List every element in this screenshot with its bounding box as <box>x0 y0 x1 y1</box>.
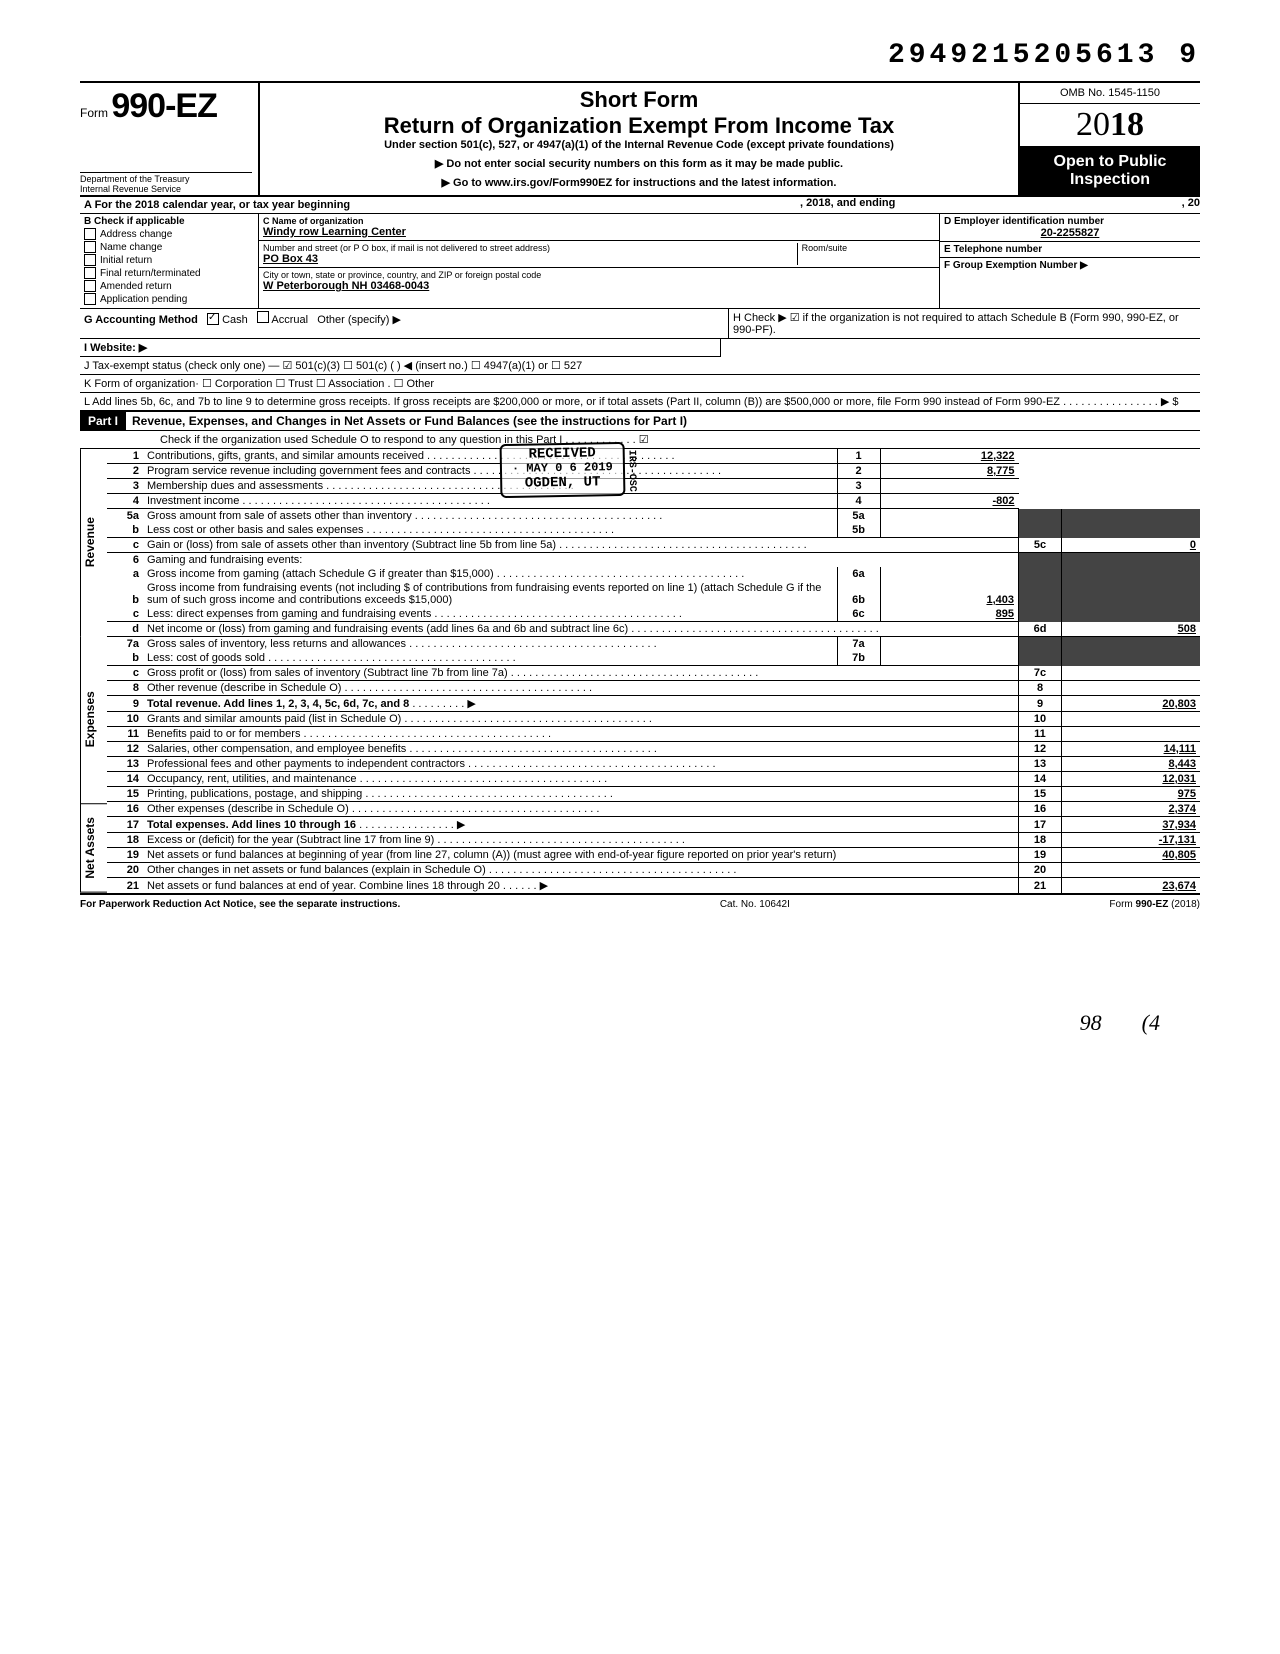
chk-initial[interactable] <box>84 254 96 266</box>
received-stamp: RECEIVED · MAY 0 6 2019 OGDEN, UT IRS-OS… <box>500 442 626 498</box>
page-footer: For Paperwork Reduction Act Notice, see … <box>80 895 1200 910</box>
goto: ▶ Go to www.irs.gov/Form990EZ for instru… <box>270 176 1008 189</box>
row-j: J Tax-exempt status (check only one) — ☑… <box>80 357 1200 375</box>
tax-year: 20201818 <box>1020 104 1200 147</box>
form-header: Form 990-EZ Department of the Treasury I… <box>80 81 1200 197</box>
col-b: B Check if applicable Address change Nam… <box>80 214 259 308</box>
row-a: A For the 2018 calendar year, or tax yea… <box>80 197 1200 214</box>
omb: OMB No. 1545-1150 <box>1020 83 1200 104</box>
chk-amended[interactable] <box>84 280 96 292</box>
subtitle: Under section 501(c), 527, or 4947(a)(1)… <box>270 139 1008 151</box>
chk-pending[interactable] <box>84 293 96 305</box>
title: Return of Organization Exempt From Incom… <box>270 113 1008 139</box>
side-expenses: Expenses <box>80 636 107 804</box>
row-i: I Website: ▶ <box>80 339 721 357</box>
col-c: C Name of organizationWindy row Learning… <box>259 214 939 308</box>
chk-final[interactable] <box>84 267 96 279</box>
chk-accrual[interactable] <box>257 311 269 323</box>
row-gh: G Accounting Method Cash Accrual Other (… <box>80 309 1200 339</box>
part1-grid: RECEIVED · MAY 0 6 2019 OGDEN, UT IRS-OS… <box>80 449 1200 895</box>
section-bcdef: B Check if applicable Address change Nam… <box>80 214 1200 309</box>
chk-name[interactable] <box>84 241 96 253</box>
dept: Department of the Treasury Internal Reve… <box>80 172 252 195</box>
open-inspection: Open to Public Inspection <box>1020 147 1200 195</box>
col-de: D Employer identification number20-22558… <box>939 214 1200 308</box>
chk-cash[interactable] <box>207 313 219 325</box>
row-k: K Form of organization· ☐ Corporation ☐ … <box>80 375 1200 393</box>
dln: 2949215205613 9 <box>80 40 1200 71</box>
form-number: Form 990-EZ <box>80 87 252 126</box>
handwritten-marks: 98 (4 <box>80 910 1200 1036</box>
side-revenue: Revenue <box>80 449 107 636</box>
chk-address[interactable] <box>84 228 96 240</box>
row-l: L Add lines 5b, 6c, and 7b to line 9 to … <box>80 393 1200 410</box>
part1-check: Check if the organization used Schedule … <box>80 431 1200 449</box>
short-form: Short Form <box>270 87 1008 113</box>
form-ref: Form 990-EZ (2018) <box>1109 899 1200 910</box>
box-h: H Check ▶ ☑ if the organization is not r… <box>729 309 1200 338</box>
part1-header: Part I Revenue, Expenses, and Changes in… <box>80 410 1200 431</box>
side-netassets: Net Assets <box>80 804 107 893</box>
ssn-warn: ▶ Do not enter social security numbers o… <box>270 157 1008 170</box>
